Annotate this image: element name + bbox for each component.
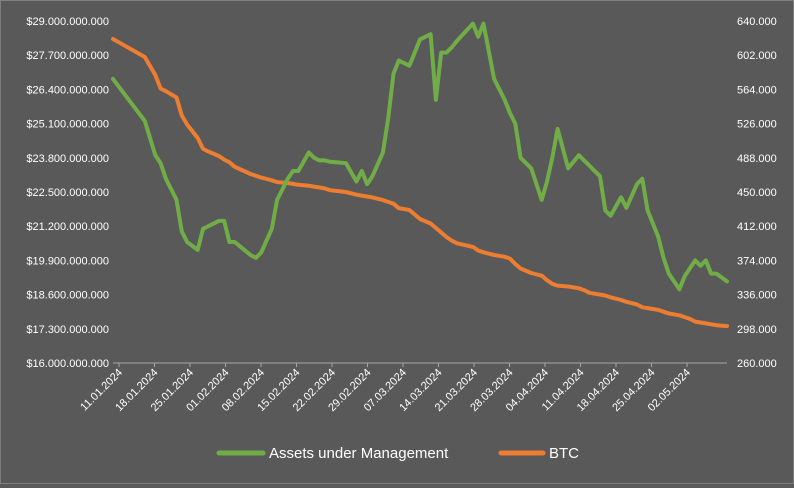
left-axis-tick-label: $16.000.000.000 <box>26 358 109 370</box>
left-axis-tick-label: $27.700.000.000 <box>26 50 109 62</box>
right-axis-tick-label: 412.000 <box>737 221 777 233</box>
legend: Assets under Management BTC <box>216 445 579 462</box>
right-axis-tick-label: 336.000 <box>737 290 777 302</box>
right-axis-tick-label: 526.000 <box>737 119 777 131</box>
left-axis-tick-label: $19.900.000.000 <box>26 255 109 267</box>
left-axis-tick-label: $26.400.000.000 <box>26 84 109 96</box>
right-axis-tick-label: 564.000 <box>737 84 777 96</box>
right-axis-tick-label: 374.000 <box>737 255 777 267</box>
legend-label-btc: BTC <box>549 445 579 462</box>
right-axis-tick-label: 640.000 <box>737 16 777 28</box>
right-axis-tick-label: 450.000 <box>737 187 777 199</box>
left-axis-tick-label: $23.800.000.000 <box>26 153 109 165</box>
legend-label-aum: Assets under Management <box>269 445 449 462</box>
left-axis-tick-label: $21.200.000.000 <box>26 221 109 233</box>
left-axis-tick-label: $29.000.000.000 <box>26 16 109 28</box>
right-axis-tick-label: 260.000 <box>737 358 777 370</box>
right-axis-tick-label: 602.000 <box>737 50 777 62</box>
right-axis-tick-label: 298.000 <box>737 324 777 336</box>
right-axis-tick-label: 488.000 <box>737 153 777 165</box>
left-axis-tick-label: $17.300.000.000 <box>26 324 109 336</box>
left-axis-tick-label: $18.600.000.000 <box>26 290 109 302</box>
left-axis-tick-label: $25.100.000.000 <box>26 119 109 131</box>
btc-series-line <box>111 37 729 329</box>
left-axis-tick-label: $22.500.000.000 <box>26 187 109 199</box>
aum-series-line <box>111 21 729 292</box>
